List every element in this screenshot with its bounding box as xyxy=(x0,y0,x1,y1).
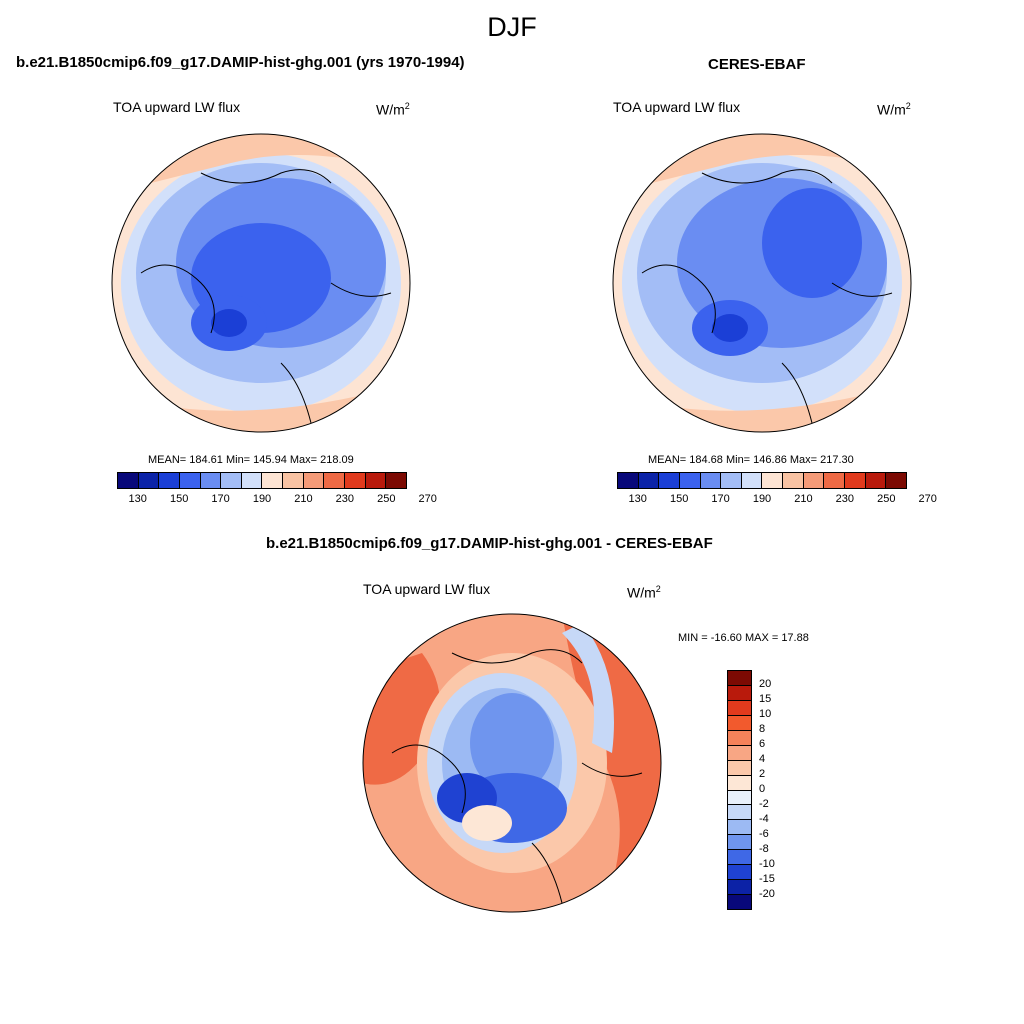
colorbar-tick-label: 20 xyxy=(759,678,772,690)
colorbar-tick-label: 130 xyxy=(628,493,647,505)
colorbar-tick-label: 10 xyxy=(759,708,772,720)
obs-panel-title: CERES-EBAF xyxy=(708,56,806,73)
colorbar-tick-label: 250 xyxy=(377,493,396,505)
colorbar-cell xyxy=(262,473,284,488)
colorbar-cell xyxy=(728,880,751,896)
colorbar-cell xyxy=(865,473,887,488)
diff-colorbar xyxy=(727,670,752,910)
colorbar-cell xyxy=(728,745,751,761)
diff-colorbar-ticks: 20 15 10 8 6 4 2 0 -2 -4 -6 -8 -10 -15 -20 xyxy=(759,670,799,910)
colorbar-tick-label: 6 xyxy=(759,738,766,750)
colorbar-cell xyxy=(728,895,751,909)
colorbar-cell xyxy=(200,473,222,488)
colorbar-cell xyxy=(728,775,751,791)
colorbar-tick-label: 190 xyxy=(252,493,272,505)
model-polar-map xyxy=(111,133,411,433)
colorbar-tick-label: 170 xyxy=(711,493,730,505)
colorbar-tick-label: -10 xyxy=(759,858,775,870)
colorbar-cell xyxy=(159,473,180,488)
obs-units-label: W/m2 xyxy=(877,101,911,118)
colorbar-cell xyxy=(179,473,201,488)
colorbar-tick-label: 210 xyxy=(294,493,313,505)
colorbar-cell xyxy=(728,671,751,686)
colorbar-tick-label: 2 xyxy=(759,768,766,780)
diff-polar-map xyxy=(362,613,662,913)
colorbar-cell xyxy=(824,473,846,488)
colorbar-tick-label: 8 xyxy=(759,723,766,735)
diff-units-label: W/m2 xyxy=(627,584,661,601)
colorbar-cell xyxy=(762,473,784,488)
obs-stats: MEAN= 184.68 Min= 146.86 Max= 217.30 xyxy=(648,454,854,466)
colorbar-cell xyxy=(728,850,751,866)
colorbar-cell xyxy=(783,473,804,488)
colorbar-cell xyxy=(803,473,825,488)
colorbar-cell xyxy=(728,820,751,836)
colorbar-cell xyxy=(659,473,680,488)
colorbar-tick-label: -6 xyxy=(759,828,769,840)
colorbar-tick-label: 270 xyxy=(418,493,437,505)
diff-variable-label: TOA upward LW flux xyxy=(363,581,491,597)
colorbar-tick-label: 150 xyxy=(169,493,189,505)
colorbar-tick-label: -15 xyxy=(759,873,775,885)
colorbar-cell xyxy=(138,473,160,488)
colorbar-tick-label: 0 xyxy=(759,783,766,795)
colorbar-cell xyxy=(221,473,242,488)
colorbar-cell xyxy=(845,473,866,488)
colorbar-tick-label: 250 xyxy=(877,493,896,505)
obs-polar-map xyxy=(612,133,912,433)
colorbar-cell xyxy=(728,715,751,731)
model-units-label: W/m2 xyxy=(376,101,410,118)
colorbar-cell xyxy=(618,473,639,488)
colorbar-cell xyxy=(386,473,406,488)
colorbar-cell xyxy=(728,760,751,776)
colorbar-cell xyxy=(741,473,763,488)
colorbar-cell xyxy=(721,473,742,488)
colorbar-tick-label: -20 xyxy=(759,888,775,900)
model-colorbar xyxy=(117,472,407,489)
colorbar-cell xyxy=(728,730,751,746)
colorbar-tick-label: -8 xyxy=(759,843,769,855)
colorbar-cell xyxy=(241,473,263,488)
colorbar-cell xyxy=(886,473,906,488)
colorbar-cell xyxy=(728,790,751,806)
colorbar-cell xyxy=(728,865,751,881)
model-stats: MEAN= 184.61 Min= 145.94 Max= 218.09 xyxy=(148,454,354,466)
colorbar-tick-label: -2 xyxy=(759,798,769,810)
colorbar-tick-label: 230 xyxy=(835,493,855,505)
season-title: DJF xyxy=(487,12,537,42)
obs-variable-label: TOA upward LW flux xyxy=(613,99,741,115)
colorbar-cell xyxy=(728,805,751,821)
colorbar-cell xyxy=(365,473,387,488)
colorbar-tick-label: 270 xyxy=(918,493,937,505)
diff-panel-title: b.e21.B1850cmip6.f09_g17.DAMIP-hist-ghg.… xyxy=(266,535,713,552)
colorbar-cell xyxy=(728,685,751,701)
model-panel-title: b.e21.B1850cmip6.f09_g17.DAMIP-hist-ghg.… xyxy=(16,54,465,71)
colorbar-cell xyxy=(638,473,660,488)
model-variable-label: TOA upward LW flux xyxy=(113,99,241,115)
colorbar-tick-label: 210 xyxy=(794,493,813,505)
obs-colorbar xyxy=(617,472,907,489)
colorbar-tick-label: 170 xyxy=(211,493,230,505)
colorbar-cell xyxy=(283,473,304,488)
colorbar-cell xyxy=(118,473,139,488)
colorbar-tick-label: -4 xyxy=(759,813,769,825)
colorbar-tick-label: 4 xyxy=(759,753,766,765)
colorbar-cell xyxy=(345,473,366,488)
colorbar-tick-label: 230 xyxy=(335,493,355,505)
colorbar-cell xyxy=(679,473,701,488)
colorbar-cell xyxy=(728,700,751,716)
colorbar-tick-label: 190 xyxy=(752,493,772,505)
colorbar-cell xyxy=(303,473,325,488)
diff-stats: MIN = -16.60 MAX = 17.88 xyxy=(678,632,809,644)
colorbar-tick-label: 15 xyxy=(759,693,772,705)
colorbar-tick-label: 150 xyxy=(669,493,689,505)
colorbar-cell xyxy=(728,835,751,851)
colorbar-cell xyxy=(700,473,722,488)
colorbar-tick-label: 130 xyxy=(128,493,147,505)
model-colorbar-ticks: 130 150 170 190 210 230 250 270 xyxy=(117,493,437,507)
obs-colorbar-ticks: 130 150 170 190 210 230 250 270 xyxy=(617,493,937,507)
colorbar-cell xyxy=(324,473,346,488)
